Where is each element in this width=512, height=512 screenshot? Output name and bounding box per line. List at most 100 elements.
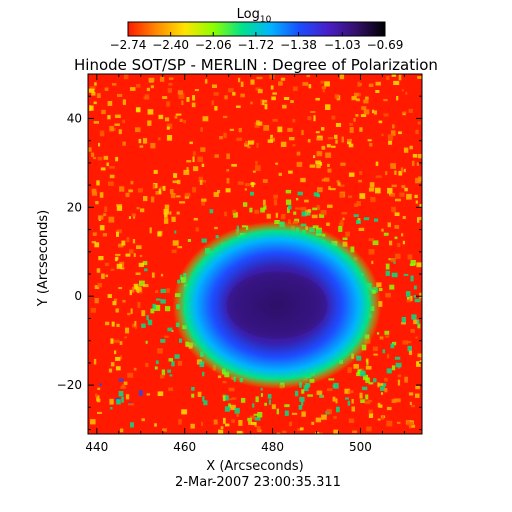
granule bbox=[294, 390, 299, 397]
granule bbox=[414, 194, 418, 199]
colorbar-tick-label: −2.40 bbox=[152, 38, 189, 52]
granule bbox=[399, 192, 405, 197]
granule bbox=[335, 123, 342, 127]
granule bbox=[387, 134, 394, 140]
granule bbox=[272, 92, 277, 95]
granule bbox=[385, 293, 391, 297]
granule bbox=[130, 308, 133, 314]
granule bbox=[394, 212, 400, 216]
granule bbox=[302, 82, 309, 86]
observation-timestamp: 2-Mar-2007 23:00:35.311 bbox=[175, 475, 341, 490]
granule bbox=[288, 219, 291, 224]
x-axis-ticks bbox=[96, 74, 405, 434]
granule bbox=[167, 88, 172, 93]
granule bbox=[252, 170, 256, 173]
granule bbox=[280, 141, 287, 147]
granule bbox=[183, 120, 186, 124]
granule bbox=[143, 196, 148, 202]
granule bbox=[225, 423, 230, 427]
granule bbox=[145, 340, 148, 344]
granule bbox=[191, 102, 196, 108]
granule bbox=[327, 163, 330, 167]
granule bbox=[114, 350, 117, 355]
granule bbox=[348, 172, 355, 177]
sunspot-features bbox=[172, 221, 382, 390]
granule bbox=[211, 100, 214, 106]
granule bbox=[220, 426, 224, 429]
granule bbox=[290, 100, 294, 103]
granule bbox=[375, 161, 379, 166]
granule bbox=[155, 298, 161, 301]
granule bbox=[100, 167, 106, 171]
colorbar-tick-labels: −2.74 −2.40 −2.06 −1.72 −1.38 −1.03 −0.69 bbox=[110, 38, 404, 52]
granule bbox=[213, 419, 218, 425]
granule bbox=[256, 76, 263, 80]
granule bbox=[360, 114, 367, 117]
granule bbox=[301, 411, 306, 417]
granule bbox=[229, 128, 234, 131]
granule bbox=[349, 127, 354, 133]
granule bbox=[394, 170, 397, 175]
granule bbox=[219, 136, 223, 140]
granule bbox=[363, 374, 369, 381]
granule bbox=[228, 387, 235, 392]
granule bbox=[97, 282, 103, 288]
granule bbox=[387, 222, 391, 228]
granule bbox=[186, 160, 192, 163]
granule bbox=[135, 325, 138, 329]
granule bbox=[255, 165, 261, 172]
granule bbox=[407, 421, 414, 426]
granule bbox=[324, 177, 330, 182]
granule bbox=[386, 368, 392, 374]
granule bbox=[125, 327, 130, 334]
granule bbox=[225, 188, 231, 193]
granule bbox=[307, 394, 313, 397]
granule bbox=[125, 253, 131, 257]
granule bbox=[232, 209, 237, 215]
granule bbox=[384, 388, 388, 393]
granule bbox=[368, 238, 374, 241]
granule bbox=[90, 105, 94, 111]
granule bbox=[115, 114, 121, 118]
granule bbox=[263, 199, 266, 205]
granule bbox=[132, 239, 136, 244]
granule bbox=[249, 207, 253, 213]
granule bbox=[255, 87, 261, 91]
granule bbox=[223, 417, 226, 424]
granule bbox=[94, 242, 100, 248]
granule bbox=[214, 154, 219, 158]
granule bbox=[176, 211, 180, 215]
granule bbox=[146, 87, 150, 92]
granule bbox=[162, 428, 167, 432]
granule bbox=[115, 366, 121, 371]
granule bbox=[365, 358, 369, 363]
granule bbox=[390, 193, 396, 197]
granule bbox=[402, 111, 407, 114]
granule bbox=[371, 260, 374, 265]
granule bbox=[356, 372, 361, 377]
granule bbox=[359, 171, 363, 175]
granule bbox=[288, 170, 293, 174]
granule bbox=[191, 387, 195, 391]
granule bbox=[311, 214, 318, 219]
granule bbox=[176, 179, 181, 185]
umbra bbox=[217, 262, 337, 348]
granule bbox=[229, 398, 232, 401]
granule bbox=[340, 219, 344, 224]
granule bbox=[340, 162, 346, 166]
granule bbox=[328, 186, 331, 190]
granule bbox=[365, 394, 369, 400]
granule bbox=[202, 116, 209, 122]
colorbar-title-base: Log bbox=[237, 7, 260, 22]
granule bbox=[316, 163, 321, 169]
granule bbox=[357, 369, 361, 374]
granule bbox=[352, 430, 358, 433]
granule bbox=[410, 329, 415, 333]
granule bbox=[179, 201, 186, 204]
granule bbox=[375, 90, 380, 93]
granule bbox=[394, 225, 400, 229]
granule bbox=[253, 413, 258, 416]
granule bbox=[201, 163, 205, 167]
granule bbox=[307, 116, 312, 121]
granule bbox=[386, 353, 390, 359]
